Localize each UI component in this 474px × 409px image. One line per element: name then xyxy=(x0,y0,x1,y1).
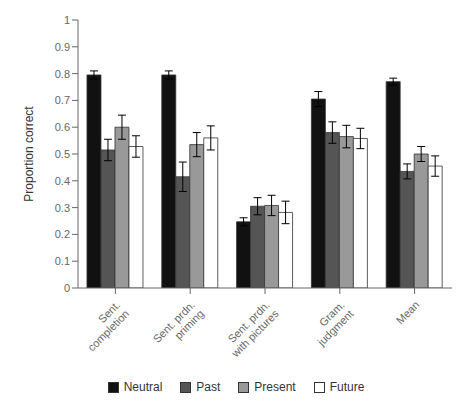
svg-text:Mean: Mean xyxy=(394,298,422,326)
svg-text:Sent.completion: Sent.completion xyxy=(76,298,131,353)
svg-text:1: 1 xyxy=(64,14,70,26)
svg-text:0.1: 0.1 xyxy=(55,255,70,267)
svg-text:0.6: 0.6 xyxy=(55,121,70,133)
svg-text:0: 0 xyxy=(64,282,70,294)
svg-text:0.4: 0.4 xyxy=(55,175,70,187)
svg-text:0.5: 0.5 xyxy=(55,148,70,160)
svg-text:Proportion correct: Proportion correct xyxy=(22,106,36,202)
html-text:Present: Present xyxy=(254,380,296,394)
svg-text:0.2: 0.2 xyxy=(55,228,70,240)
svg-text:0.7: 0.7 xyxy=(55,94,70,106)
svg-text:0.8: 0.8 xyxy=(55,68,70,80)
svg-text:Sent. prdn.with pictures: Sent. prdn.with pictures xyxy=(220,298,282,360)
svg-text:0.3: 0.3 xyxy=(55,202,70,214)
html-text:Future: Future xyxy=(329,380,365,394)
html-text:Neutral: Neutral xyxy=(123,380,163,394)
html-text:Past: Past xyxy=(196,380,221,394)
svg-text:Sent. prdn.priming: Sent. prdn.priming xyxy=(151,298,206,353)
svg-text:0.9: 0.9 xyxy=(55,41,70,53)
svg-text:Gram.judgment: Gram.judgment xyxy=(306,298,356,348)
